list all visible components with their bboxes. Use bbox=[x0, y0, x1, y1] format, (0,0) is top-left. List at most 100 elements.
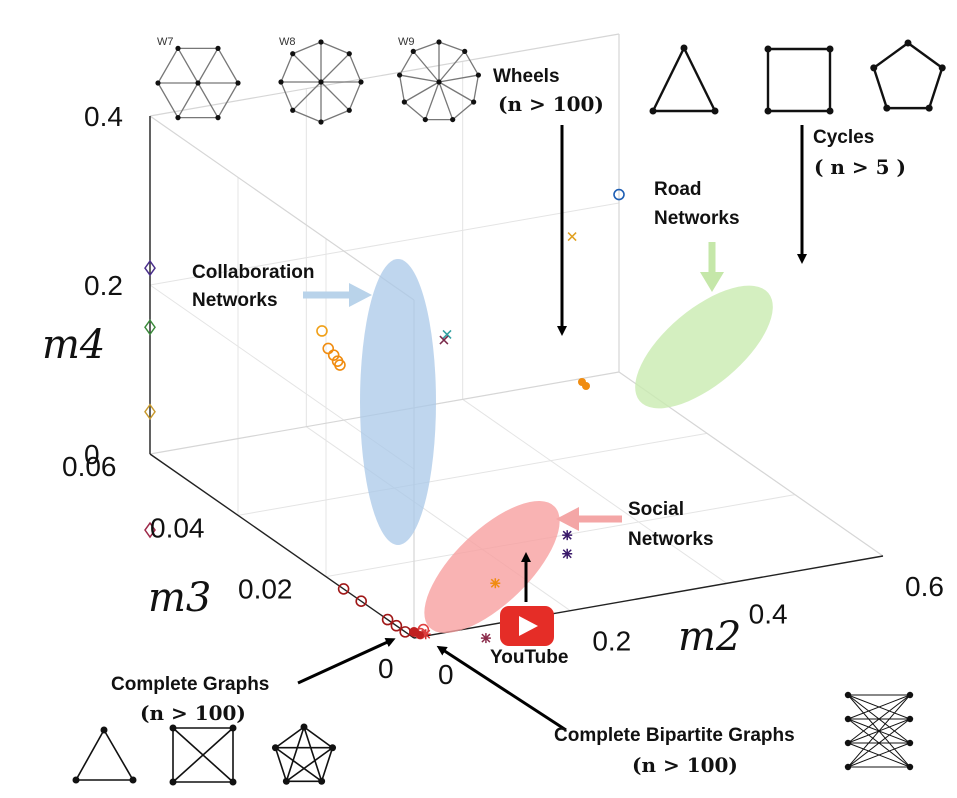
icon-node bbox=[471, 99, 477, 105]
icon-edge bbox=[464, 51, 479, 76]
icon-edge bbox=[217, 82, 239, 118]
data-points bbox=[144, 188, 625, 644]
complete-condition: (n > 100) bbox=[140, 701, 246, 725]
icon-node bbox=[300, 723, 308, 731]
icon-node bbox=[826, 107, 834, 115]
point-circle bbox=[327, 349, 340, 361]
point-star-stroke bbox=[562, 530, 572, 540]
icon-node bbox=[436, 79, 442, 85]
graph-icons bbox=[72, 39, 946, 786]
icon-node bbox=[278, 79, 284, 85]
icon-spoke bbox=[424, 81, 440, 120]
icon-node bbox=[904, 39, 912, 47]
cluster-regions bbox=[360, 259, 773, 634]
icon-spoke bbox=[177, 82, 199, 118]
icon-node bbox=[169, 724, 177, 732]
icon-node bbox=[844, 715, 852, 723]
point-cross bbox=[439, 335, 449, 345]
icon-node bbox=[906, 691, 914, 699]
icon-edge bbox=[280, 53, 294, 83]
icon-node bbox=[401, 99, 407, 105]
y-tick-label: 0.02 bbox=[238, 574, 293, 605]
icon-node bbox=[925, 104, 933, 112]
social-label-line1: Social bbox=[628, 499, 684, 520]
icon-node bbox=[906, 763, 914, 771]
icon-node bbox=[318, 777, 326, 785]
icon-node bbox=[329, 744, 337, 752]
x-tick-label: 0 bbox=[438, 659, 454, 690]
icon-spoke bbox=[320, 53, 350, 83]
icon-edge bbox=[928, 67, 944, 109]
z-tick-label: 0.4 bbox=[84, 101, 123, 132]
social-label-line2: Networks bbox=[628, 529, 714, 550]
x-tick-label: 0.2 bbox=[592, 626, 631, 657]
icon-spoke bbox=[438, 81, 474, 103]
icon-node bbox=[475, 72, 481, 78]
road-arrow-head bbox=[700, 272, 724, 292]
icon-spoke bbox=[197, 48, 219, 84]
icon-edge bbox=[651, 47, 686, 112]
icon-edge bbox=[413, 41, 440, 52]
icon-node bbox=[290, 51, 296, 57]
y-tick-label: 0 bbox=[378, 653, 394, 684]
point-circle bbox=[334, 359, 346, 371]
icon-spoke bbox=[177, 48, 199, 84]
icon-node bbox=[169, 778, 177, 786]
icon-node bbox=[318, 119, 324, 125]
icon-edge bbox=[452, 101, 475, 121]
icon-spoke bbox=[438, 50, 466, 83]
z-axis-label: m4 bbox=[42, 322, 105, 368]
icon-edge bbox=[103, 729, 134, 781]
icon-edge bbox=[473, 74, 480, 103]
icon-edge bbox=[398, 74, 405, 103]
icon-spoke bbox=[399, 74, 440, 83]
point-circle bbox=[390, 619, 403, 632]
social-region bbox=[424, 500, 560, 634]
icon-spoke bbox=[292, 81, 322, 111]
point-circle bbox=[316, 325, 328, 337]
point-diamond bbox=[144, 403, 156, 421]
bipartite-condition: (n > 100) bbox=[632, 753, 738, 777]
icon-node bbox=[195, 80, 201, 86]
complete-k4-icon bbox=[169, 724, 237, 786]
icon-node bbox=[235, 80, 241, 86]
icon-edge bbox=[320, 41, 350, 55]
icon-node bbox=[100, 726, 108, 734]
point-cross-stroke bbox=[442, 329, 452, 339]
point-circle bbox=[613, 188, 625, 201]
grid-line bbox=[325, 494, 796, 578]
grid-line bbox=[149, 202, 620, 286]
icon-spoke bbox=[320, 81, 350, 111]
wheels-condition: (n > 100) bbox=[498, 92, 604, 116]
icon-edge bbox=[292, 109, 322, 123]
icon-node bbox=[906, 715, 914, 723]
icon-edge bbox=[907, 42, 943, 69]
point-star bbox=[480, 633, 491, 644]
icon-edge bbox=[847, 694, 911, 744]
annotation-arrows bbox=[297, 125, 807, 732]
icon-node bbox=[346, 51, 352, 57]
icon-edge bbox=[847, 742, 911, 768]
icon-node bbox=[764, 107, 772, 115]
icon-node bbox=[282, 777, 290, 785]
icon-edge bbox=[872, 67, 888, 109]
icon-node bbox=[290, 107, 296, 113]
wheel-w8-icon bbox=[278, 39, 364, 125]
point-star-stroke bbox=[490, 578, 500, 588]
icon-node bbox=[844, 739, 852, 747]
collab-arrow-head bbox=[349, 283, 372, 307]
icon-edge bbox=[292, 41, 322, 55]
icon-edge bbox=[873, 42, 909, 69]
point-cross-stroke bbox=[567, 232, 577, 242]
icon-spoke bbox=[292, 53, 322, 83]
icon-node bbox=[318, 39, 324, 45]
icon-node bbox=[711, 107, 719, 115]
z-tick-label: 0.2 bbox=[84, 270, 123, 301]
point-diamond bbox=[144, 259, 156, 277]
icon-node bbox=[215, 45, 221, 51]
x-axis-line bbox=[413, 555, 884, 639]
cycle-c5-icon bbox=[870, 39, 946, 112]
box-edge bbox=[149, 33, 620, 117]
